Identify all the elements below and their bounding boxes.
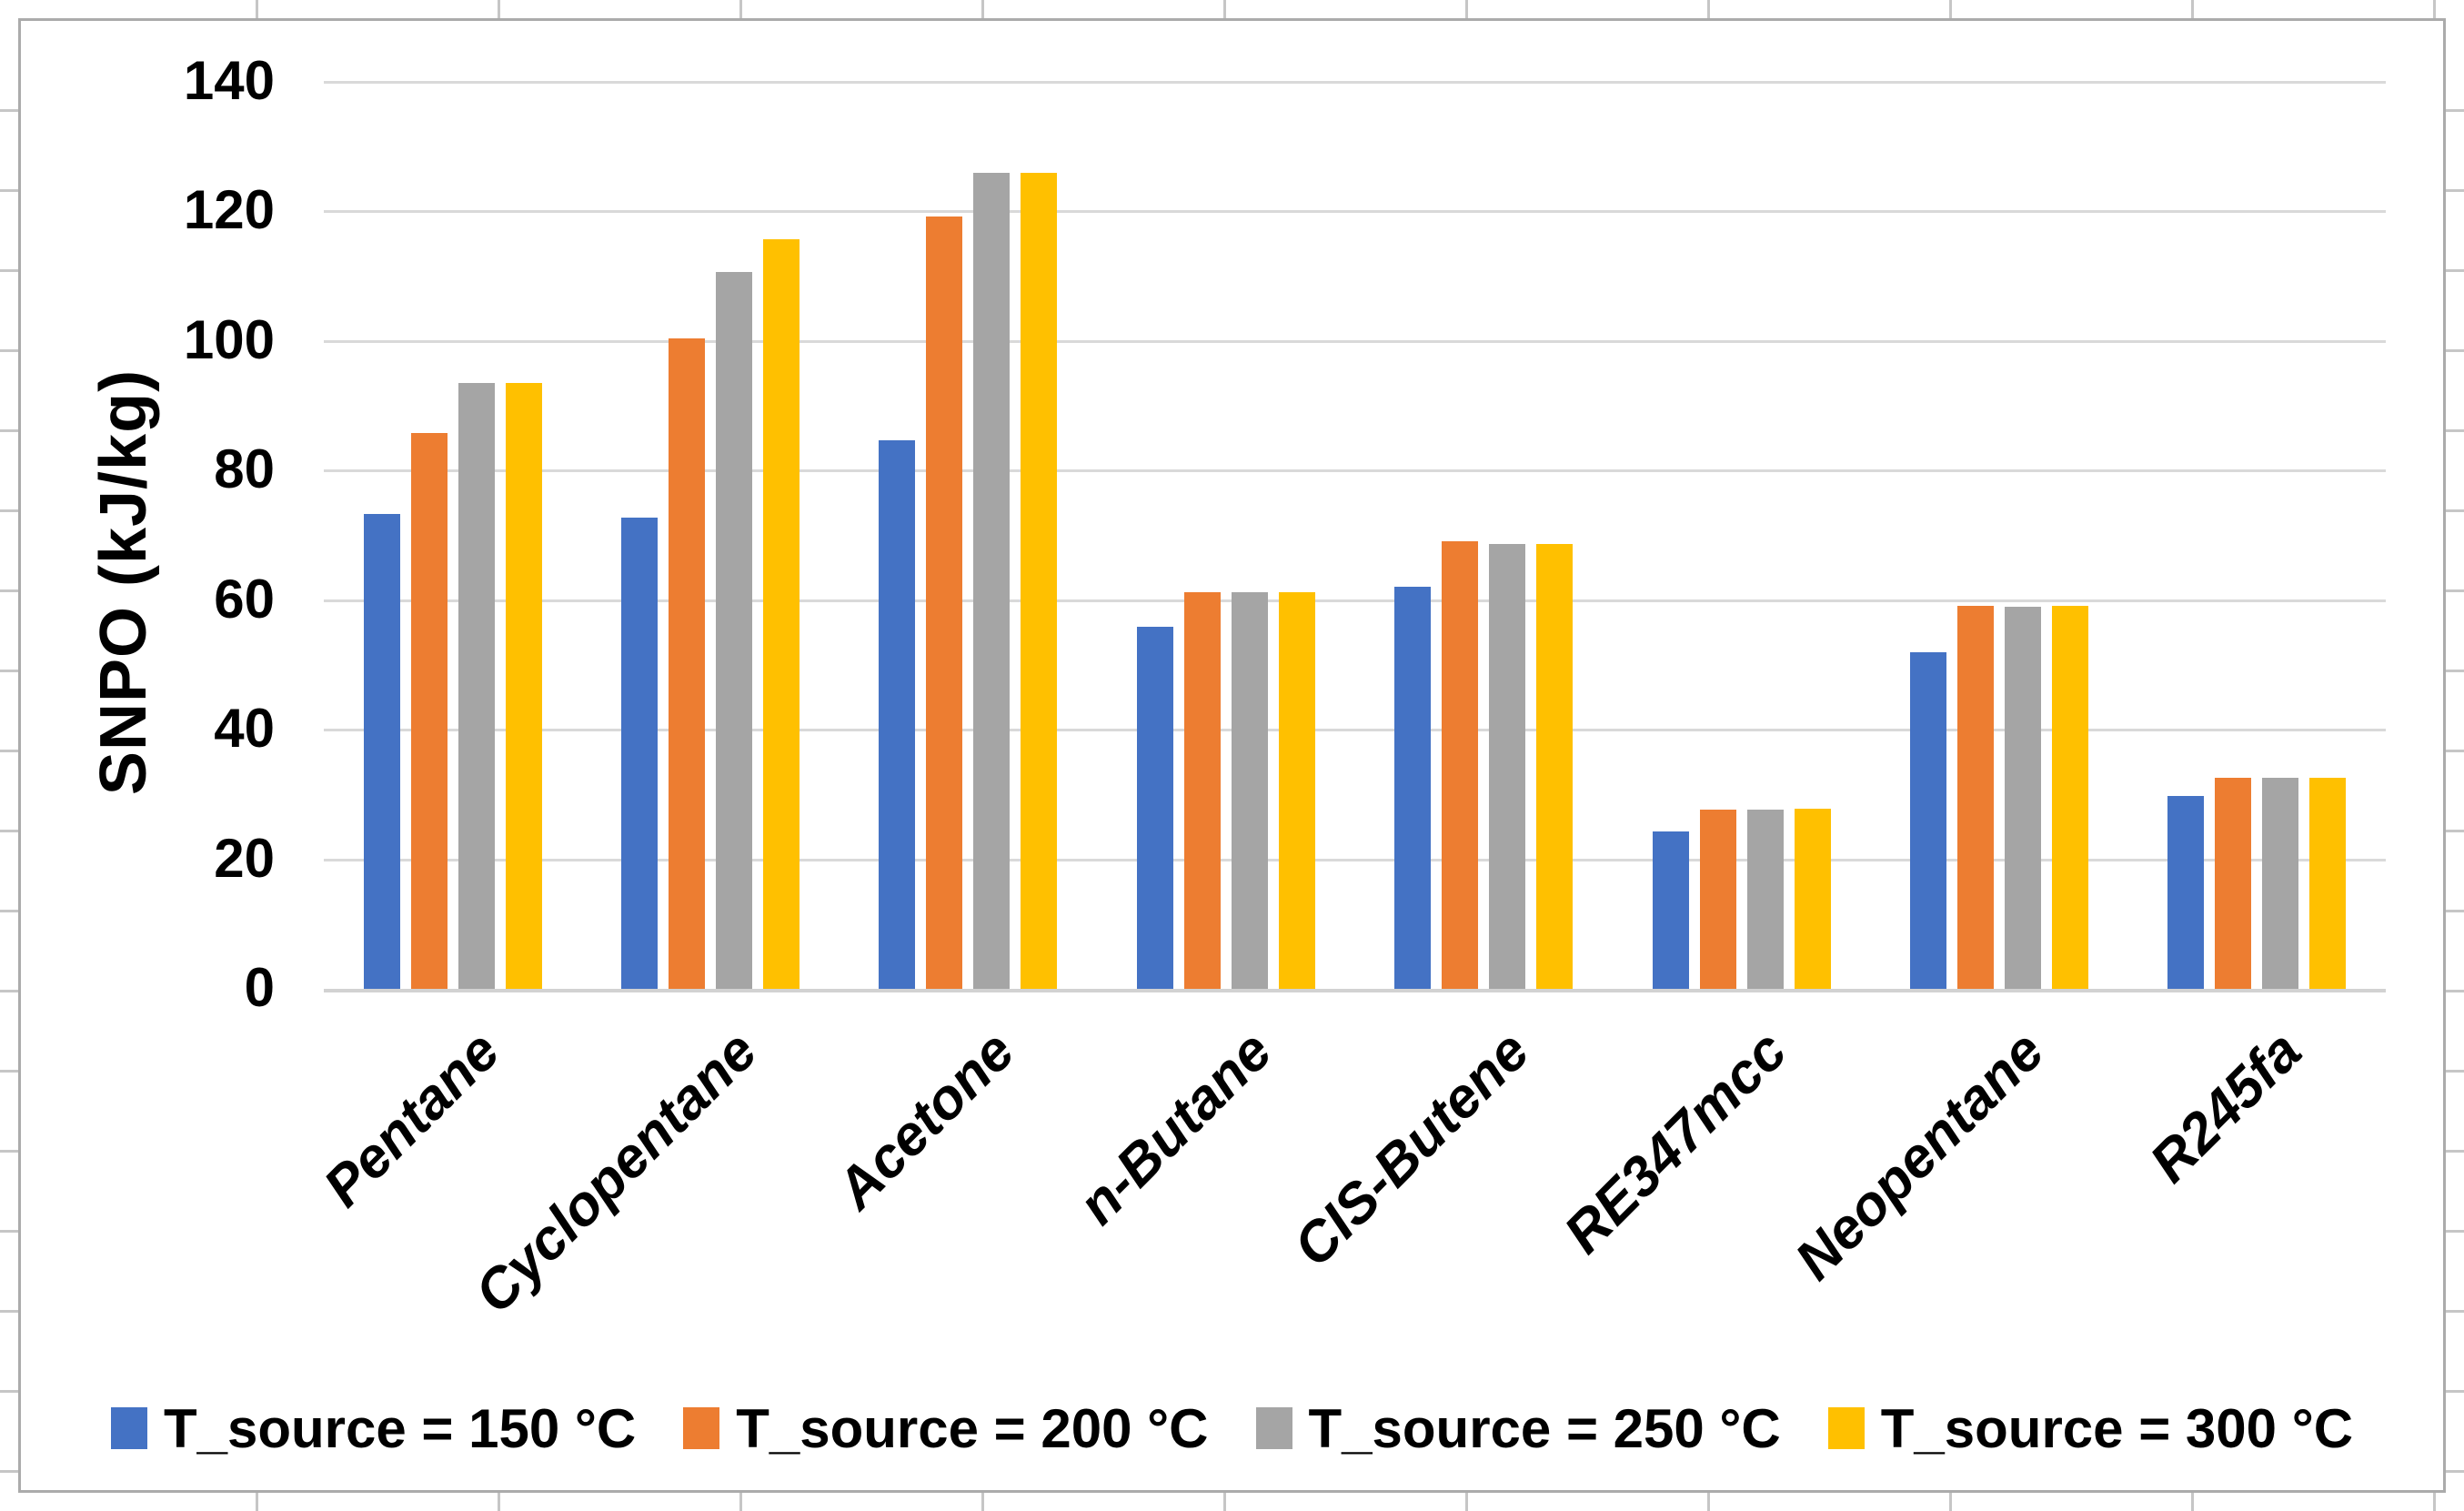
bar-group-pentane	[324, 81, 581, 989]
bar	[458, 382, 495, 989]
bar	[1231, 591, 1268, 989]
legend: T_source = 150 °C T_source = 200 °C T_so…	[27, 1390, 2437, 1466]
legend-item-250c: T_source = 250 °C	[1255, 1397, 1781, 1460]
y-axis-tick-label: 40	[214, 698, 275, 759]
bar	[2167, 796, 2205, 989]
bar	[410, 432, 448, 989]
bar	[2004, 606, 2041, 989]
y-axis-tick-label: 20	[214, 828, 275, 889]
bar	[1652, 831, 1689, 989]
y-axis-tick-label: 0	[244, 957, 275, 1018]
y-axis-tick-label: 60	[214, 569, 275, 630]
legend-item-200c: T_source = 200 °C	[683, 1397, 1209, 1460]
gridline-60	[324, 599, 2386, 602]
bar	[2215, 778, 2252, 989]
legend-swatch-200c	[683, 1407, 720, 1449]
gridline-140	[324, 81, 2386, 84]
legend-item-300c: T_source = 300 °C	[1827, 1397, 2354, 1460]
bar	[1394, 586, 1432, 989]
bar-group-re347mcc	[1613, 81, 1870, 989]
bar	[1794, 808, 1831, 989]
bar	[621, 518, 659, 989]
legend-swatch-150c	[110, 1407, 147, 1449]
bar-group-r245fa	[2128, 81, 2386, 989]
bar-group-acetone	[840, 81, 1097, 989]
y-axis-tick-label: 120	[183, 179, 275, 240]
bar	[669, 338, 706, 989]
bar	[1021, 172, 1058, 989]
bar-group-cis-butene	[1355, 81, 1613, 989]
gridline-100	[324, 340, 2386, 343]
bar	[973, 172, 1011, 989]
y-axis-tick-label: 140	[183, 50, 275, 111]
y-axis-tick-labels: 140 120 100 80 60 40 20 0	[0, 0, 275, 1092]
plot-area	[324, 81, 2386, 992]
worksheet-gridline-stubs-left	[0, 0, 18, 1511]
bar	[2051, 605, 2088, 989]
bar	[1278, 591, 1315, 989]
legend-label-300c: T_source = 300 °C	[1880, 1397, 2354, 1459]
bar	[1489, 544, 1526, 989]
bar	[1536, 543, 1574, 989]
legend-swatch-300c	[1827, 1407, 1865, 1449]
worksheet-gridline-stubs-top	[0, 0, 2464, 18]
gridline-120	[324, 210, 2386, 213]
bar-groups	[324, 81, 2386, 989]
bar	[1956, 605, 1994, 989]
legend-label-200c: T_source = 200 °C	[736, 1397, 1209, 1459]
bar	[1746, 809, 1784, 989]
bar	[1699, 809, 1736, 989]
y-axis-tick-label: 80	[214, 438, 275, 499]
bar-group-cyclopentane	[581, 81, 839, 989]
y-axis-tick-label: 100	[183, 309, 275, 370]
worksheet-gridline-stubs-bottom	[0, 1493, 2464, 1511]
legend-item-150c: T_source = 150 °C	[110, 1397, 637, 1460]
bar	[363, 513, 400, 989]
worksheet-gridline-stubs-right	[2446, 0, 2464, 1511]
bar	[716, 271, 753, 989]
bar	[1909, 651, 1946, 989]
gridline-80	[324, 469, 2386, 472]
gridline-40	[324, 729, 2386, 731]
bar-group-neopentane	[1870, 81, 2127, 989]
bar	[505, 382, 542, 989]
bar	[2262, 778, 2299, 989]
legend-label-250c: T_source = 250 °C	[1308, 1397, 1781, 1459]
bar	[2309, 778, 2347, 989]
legend-swatch-250c	[1255, 1407, 1292, 1449]
gridline-20	[324, 859, 2386, 861]
bar	[1136, 627, 1173, 989]
bar	[926, 216, 963, 989]
bar	[763, 239, 800, 989]
bar	[879, 439, 916, 989]
legend-label-150c: T_source = 150 °C	[163, 1397, 637, 1459]
bar	[1183, 591, 1221, 989]
bar	[1442, 540, 1479, 989]
bar-group-n-butane	[1097, 81, 1354, 989]
